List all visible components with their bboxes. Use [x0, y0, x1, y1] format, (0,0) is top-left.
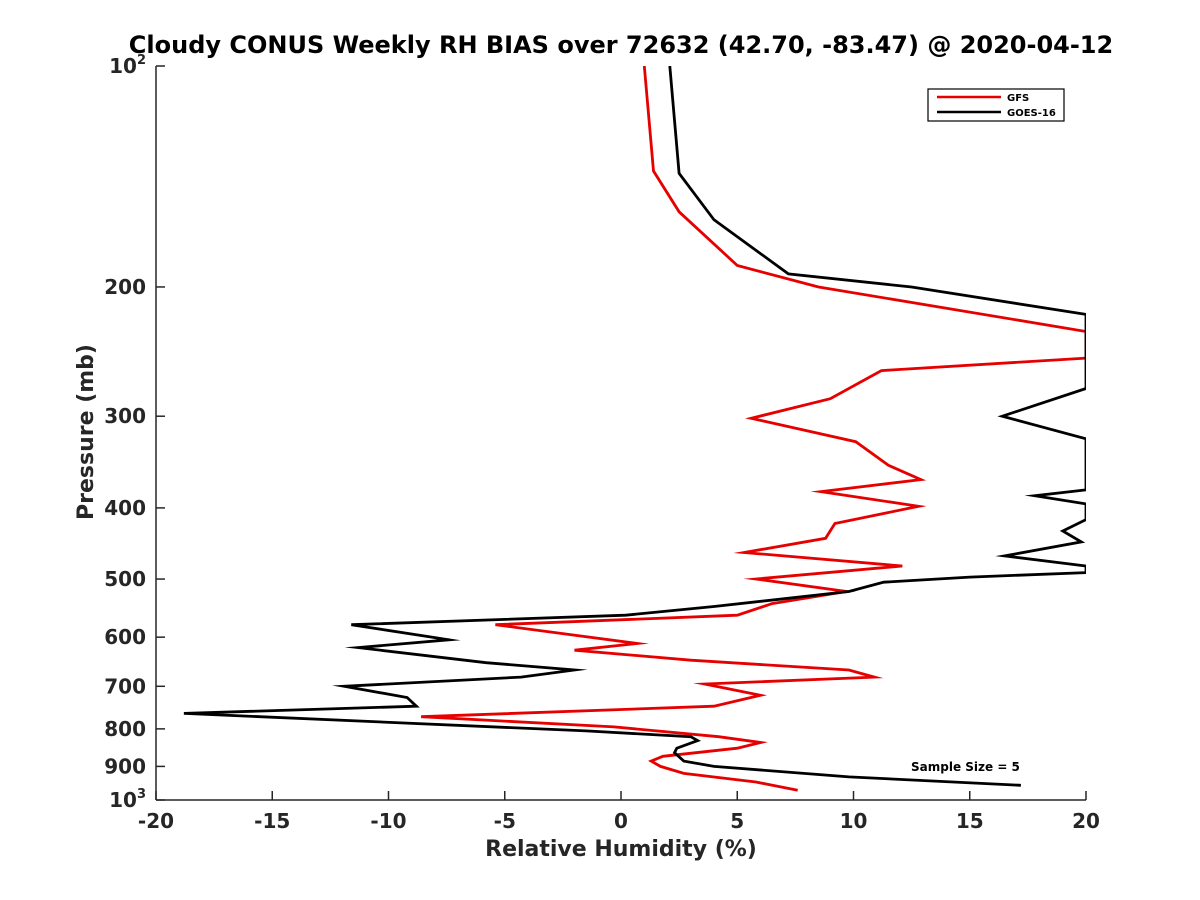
legend: GFS GOES-16	[927, 88, 1065, 122]
series-line-goes16	[183, 66, 1086, 787]
chart-title: Cloudy CONUS Weekly RH BIAS over 72632 (…	[129, 31, 1113, 59]
x-tick-label: 15	[956, 809, 984, 833]
x-tick-label: -20	[138, 809, 174, 833]
x-tick-label: -15	[254, 809, 290, 833]
y-tick-label: 200	[104, 275, 146, 299]
x-tick-label: 5	[730, 809, 744, 833]
y-tick-label: 500	[104, 567, 146, 591]
legend-label-gfs: GFS	[1007, 93, 1029, 104]
legend-label-goes16: GOES-16	[1007, 108, 1056, 119]
sample-size-annotation: Sample Size = 5	[911, 760, 1020, 774]
x-tick-label: -5	[494, 809, 516, 833]
x-ticks: -20 -15 -10 -5 0 5 10 15 20	[138, 791, 1100, 833]
plot-area: -20 -15 -10 -5 0 5 10 15 20 102 200 300 400 500 600 70…	[104, 53, 1100, 833]
y-tick-label: 103	[109, 787, 146, 812]
y-tick-label: 400	[104, 496, 146, 520]
legend-box	[927, 88, 1065, 122]
x-tick-label: -10	[370, 809, 406, 833]
y-tick-label: 102	[109, 53, 146, 78]
y-tick-label: 600	[104, 625, 146, 649]
y-tick-label: 300	[104, 404, 146, 428]
x-axis-label: Relative Humidity (%)	[485, 837, 757, 862]
y-tick-label: 700	[104, 674, 146, 698]
y-tick-label: 800	[104, 717, 146, 741]
x-tick-label: 20	[1072, 809, 1100, 833]
series-layer	[183, 66, 1086, 792]
x-tick-label: 0	[614, 809, 628, 833]
y-tick-label: 900	[104, 754, 146, 778]
y-ticks: 102 200 300 400 500 600 700 800 900 103	[104, 53, 165, 812]
y-axis-label: Pressure (mb)	[74, 344, 99, 520]
series-line-gfs	[421, 66, 1086, 792]
x-tick-label: 10	[840, 809, 868, 833]
